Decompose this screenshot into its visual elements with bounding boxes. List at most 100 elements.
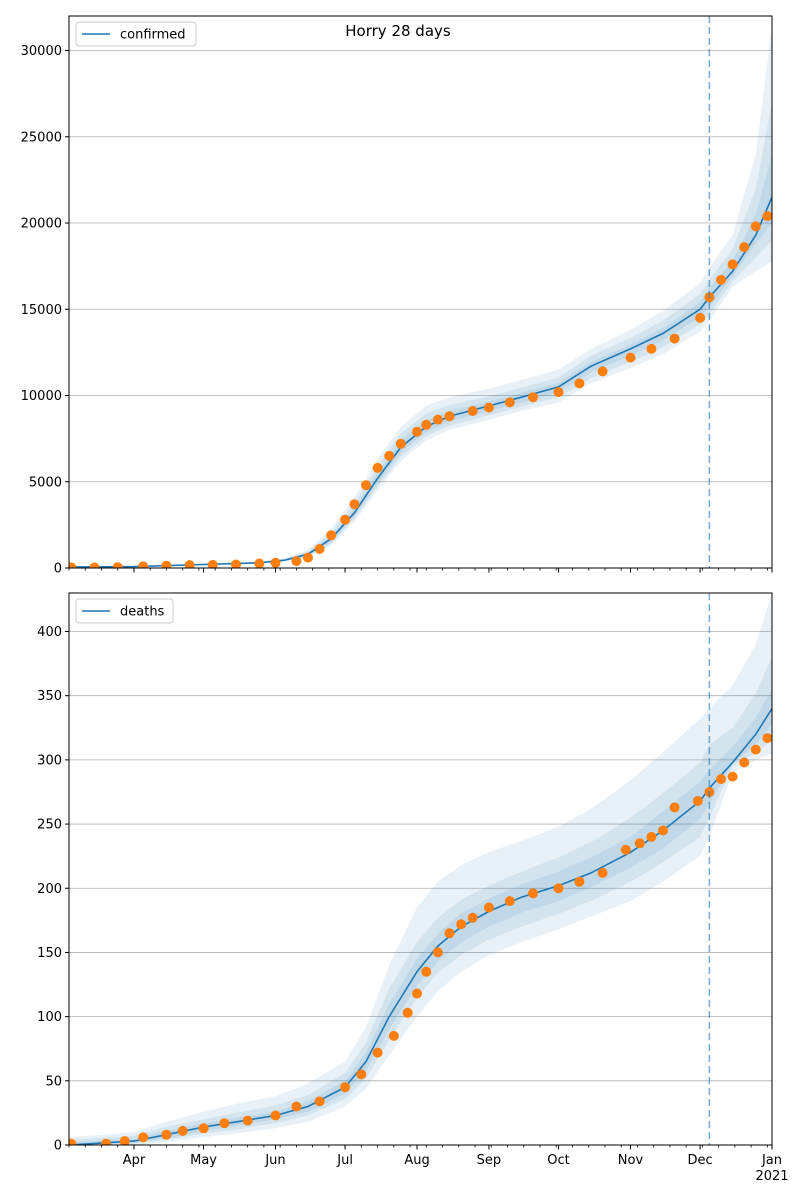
confirmed-observed-point <box>528 392 538 403</box>
deaths-observed-point <box>658 825 668 836</box>
confirmed-observed-point <box>695 312 706 323</box>
deaths-observed-point <box>412 988 422 999</box>
deaths-observed-point <box>692 796 703 806</box>
legend-label: confirmed <box>120 28 186 43</box>
axes-frame <box>68 15 773 569</box>
deaths-observed-point <box>314 1096 325 1107</box>
y-tick-label: 400 <box>37 625 62 640</box>
uncertainty-band <box>69 154 772 568</box>
deaths-observed-point <box>716 774 726 785</box>
confirmed-observed-point <box>467 406 478 416</box>
deaths-observed-point <box>467 912 478 923</box>
confirmed-observed-point <box>340 514 351 525</box>
confirmed-observed-point <box>739 242 750 253</box>
confirmed-observed-point <box>384 450 395 461</box>
y-tick-label: 5000 <box>29 475 62 490</box>
deaths-observed-point <box>177 1125 188 1136</box>
confirmed-observed-point <box>395 438 406 449</box>
y-tick-label: 200 <box>37 882 62 897</box>
confirmed-observed-point <box>372 462 383 473</box>
axes-frame <box>68 592 773 1146</box>
x-tick-label: Oct <box>547 1153 569 1168</box>
deaths-observed-point <box>421 966 432 977</box>
deaths-observed-point <box>574 876 585 887</box>
confirmed-observed-point <box>483 402 494 413</box>
deaths-observed-point <box>291 1101 302 1112</box>
confirmed-model-line <box>69 196 772 568</box>
confirmed-observed-point <box>625 352 636 363</box>
x-tick-label: May <box>190 1153 217 1168</box>
deaths-observed-point <box>69 1138 77 1145</box>
y-tick-label: 30000 <box>21 44 62 59</box>
deaths-observed-point <box>270 1110 281 1121</box>
confirmed-observed-point <box>138 561 149 568</box>
deaths-observed-point <box>372 1047 383 1058</box>
y-tick-label: 25000 <box>21 130 62 145</box>
deaths-observed-point <box>620 844 631 855</box>
deaths-observed-point <box>101 1138 112 1145</box>
y-tick-label: 10000 <box>21 389 62 404</box>
y-tick-label: 150 <box>37 946 62 961</box>
plot-area <box>69 593 772 1145</box>
uncertainty-band <box>69 657 772 1145</box>
legend-box <box>75 598 174 624</box>
confirmed-observed-point <box>326 530 337 541</box>
deaths-observed-point <box>242 1115 253 1126</box>
deaths-observed-point <box>340 1082 351 1093</box>
confirmed-observed-point <box>553 387 564 398</box>
legend-box <box>75 21 197 47</box>
deaths-observed-point <box>727 771 738 782</box>
confirmed-observed-point <box>646 343 657 354</box>
confirmed-legend: confirmed <box>75 21 197 47</box>
confirmed-observed-point <box>270 557 281 568</box>
confirmed-observed-point <box>762 211 772 222</box>
deaths-observed-point <box>504 896 515 907</box>
chart-title: Horry 28 days <box>345 22 451 40</box>
y-tick-label: 15000 <box>21 303 62 318</box>
deaths-observed-point <box>119 1136 130 1145</box>
confirmed-observed-point <box>361 480 371 491</box>
confirmed-panel: 0 5000 10000 15000 20000 25000 30000 confirmed <box>21 15 773 577</box>
deaths-observed-point <box>597 867 608 878</box>
x-tick-label: Apr <box>123 1153 146 1168</box>
deaths-observed-point <box>356 1069 367 1080</box>
y-tick-label: 20000 <box>21 217 62 232</box>
confirmed-observed-point <box>716 274 726 285</box>
confirmed-observed-point <box>112 562 123 568</box>
deaths-observed-point <box>528 888 538 899</box>
confirmed-observed-point <box>750 221 761 232</box>
x-tick-label: Dec <box>687 1153 712 1168</box>
confirmed-observed-point <box>421 419 432 430</box>
x-tick-label: Nov <box>618 1153 644 1168</box>
confirmed-observed-point <box>69 562 77 568</box>
legend-label: deaths <box>120 605 165 620</box>
deaths-observed-point <box>161 1129 172 1140</box>
x-year-label: 2021 <box>755 1169 788 1184</box>
x-tick-label: Jun <box>264 1153 285 1168</box>
confirmed-observed-point <box>412 426 422 437</box>
deaths-observed-point <box>739 757 750 768</box>
deaths-observed-point <box>762 733 772 744</box>
deaths-observed-point <box>198 1123 209 1134</box>
confirmed-observed-point <box>574 378 585 389</box>
x-tick-label: Jul <box>336 1153 353 1168</box>
y-tick-label: 0 <box>54 562 62 577</box>
deaths-observed-point <box>402 1007 413 1018</box>
deaths-observed-point <box>388 1030 399 1041</box>
confirmed-observed-point <box>184 560 195 568</box>
confirmed-observed-point <box>444 411 455 422</box>
confirmed-observed-point <box>231 559 241 568</box>
confirmed-observed-point <box>303 552 313 563</box>
y-tick-label: 350 <box>37 689 62 704</box>
deaths-observed-point <box>456 919 467 930</box>
confirmed-observed-point <box>161 560 172 568</box>
deaths-observed-point <box>138 1132 149 1143</box>
confirmed-observed-point <box>597 366 608 377</box>
deaths-observed-point <box>444 928 455 939</box>
deaths-observed-point <box>483 902 494 913</box>
confirmed-observed-point <box>89 562 100 568</box>
uncertainty-band <box>69 593 772 1145</box>
confirmed-observed-point <box>432 414 443 425</box>
y-tick-label: 100 <box>37 1010 62 1025</box>
